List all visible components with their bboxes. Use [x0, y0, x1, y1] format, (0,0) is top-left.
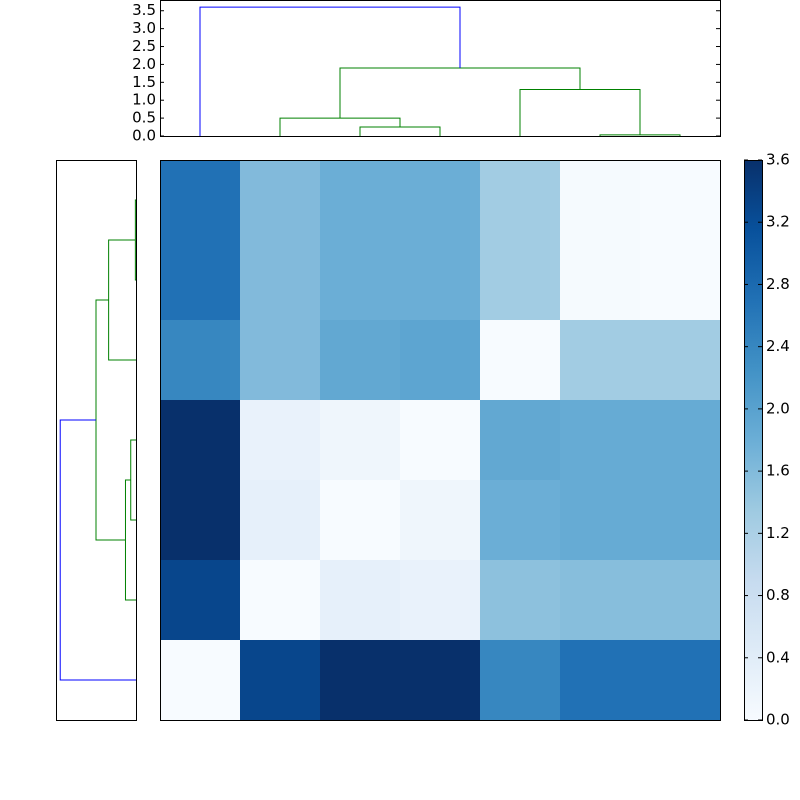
heatmap-cell	[320, 160, 401, 241]
dendrogram-link	[359, 126, 441, 136]
heatmap-cell	[560, 160, 641, 241]
heatmap-cell	[240, 240, 321, 321]
heatmap-cell	[320, 640, 401, 721]
heatmap-cell	[160, 480, 241, 561]
colorbar-tick-label: 2.4	[766, 337, 790, 355]
dendrogram-link	[599, 134, 681, 136]
heatmap-cell	[640, 320, 721, 401]
heatmap-cell	[640, 480, 721, 561]
colorbar	[744, 160, 762, 720]
dendrogram-link	[199, 6, 461, 136]
heatmap-cell	[240, 320, 321, 401]
heatmap-cell	[400, 400, 481, 481]
heatmap-cell	[240, 560, 321, 641]
heatmap-cell	[480, 480, 561, 561]
colorbar-tick-label: 0.0	[766, 711, 790, 729]
heatmap-frame	[160, 160, 721, 721]
heatmap-cell	[160, 560, 241, 641]
y-tick-label: 2.0	[132, 55, 156, 73]
heatmap-cell	[400, 240, 481, 321]
heatmap-cell	[560, 320, 641, 401]
y-tick-label: 3.0	[132, 19, 156, 37]
y-tick-label: 0.0	[132, 127, 156, 145]
heatmap-cell	[160, 400, 241, 481]
heatmap-cell	[320, 320, 401, 401]
heatmap-cell	[640, 160, 721, 241]
heatmap-cell	[160, 240, 241, 321]
heatmap-cell	[560, 240, 641, 321]
heatmap-cell	[320, 560, 401, 641]
heatmap-cell	[400, 640, 481, 721]
heatmap-cell	[640, 240, 721, 321]
colorbar-tick-label: 0.4	[766, 648, 790, 666]
heatmap-cell	[160, 160, 241, 241]
heatmap-cell	[480, 560, 561, 641]
dendrogram-link	[130, 439, 136, 521]
dendrogram-link	[134, 199, 136, 281]
heatmap-cell	[560, 400, 641, 481]
y-tick-label: 3.5	[132, 1, 156, 19]
heatmap-cell	[560, 480, 641, 561]
heatmap-cell	[480, 240, 561, 321]
y-tick-label: 2.5	[132, 37, 156, 55]
heatmap-cell	[480, 320, 561, 401]
colorbar-frame	[744, 160, 763, 721]
dendrogram-link	[59, 419, 136, 681]
dendrogram-frame	[160, 0, 721, 137]
heatmap-cell	[480, 400, 561, 481]
colorbar-tick-label: 0.8	[766, 586, 790, 604]
heatmap-cell	[400, 320, 481, 401]
y-tick-label: 1.0	[132, 91, 156, 109]
heatmap-cell	[160, 640, 241, 721]
colorbar-tick-label: 2.8	[766, 275, 790, 293]
dendrogram-link	[95, 299, 126, 541]
heatmap-cell	[240, 480, 321, 561]
heatmap-cell	[400, 560, 481, 641]
heatmap-cell	[640, 560, 721, 641]
heatmap-cell	[400, 480, 481, 561]
colorbar-tick-label: 1.6	[766, 462, 790, 480]
y-tick-label: 0.5	[132, 109, 156, 127]
heatmap-cell	[320, 240, 401, 321]
heatmap-cell	[240, 640, 321, 721]
dendrogram-link	[519, 88, 641, 136]
heatmap-cell	[640, 400, 721, 481]
colorbar-tick-label: 1.2	[766, 524, 790, 542]
dendrogram-link	[124, 479, 136, 601]
colorbar-tick-label: 3.6	[766, 151, 790, 169]
dendrogram-link	[108, 239, 136, 361]
heatmap-cell	[480, 640, 561, 721]
dendrogram-link	[339, 67, 581, 119]
heatmap-cell	[640, 640, 721, 721]
heatmap-cell	[560, 640, 641, 721]
heatmap-cell	[560, 560, 641, 641]
colorbar-tick-label: 2.0	[766, 399, 790, 417]
dendrogram-frame	[56, 160, 137, 721]
heatmap-cell	[240, 160, 321, 241]
y-tick-label: 1.5	[132, 73, 156, 91]
heatmap-cell	[400, 160, 481, 241]
heatmap-cell	[320, 400, 401, 481]
colorbar-tick-label: 3.2	[766, 213, 790, 231]
heatmap-cell	[160, 320, 241, 401]
heatmap-cell	[480, 160, 561, 241]
heatmap-cell	[320, 480, 401, 561]
heatmap-cell	[240, 400, 321, 481]
